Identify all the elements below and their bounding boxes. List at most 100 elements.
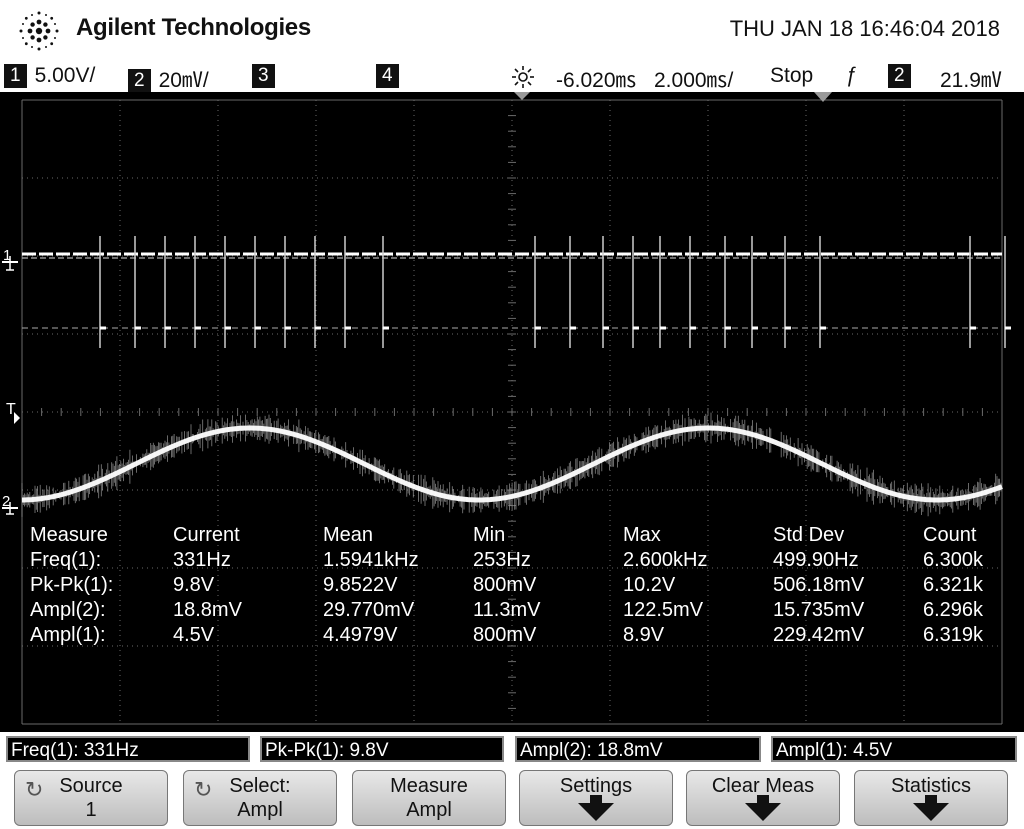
brand-name: Agilent Technologies (76, 14, 311, 41)
softkey-bar: ↻ Source 1 ↻ Select: Ampl Measure Ampl S… (0, 766, 1024, 829)
count-value: 6.296k (923, 599, 984, 621)
horizontal-delay[interactable]: -6.020㎳ (556, 69, 637, 92)
trigger-position-marker-icon (814, 92, 832, 102)
channel-2-scale: 20㎷/ (158, 69, 209, 92)
submenu-arrow-icon (913, 803, 949, 821)
measure-softkey[interactable]: Measure Ampl (352, 770, 506, 826)
trigger-level[interactable]: 21.9㎷ (940, 69, 1002, 92)
measurement-readouts: Freq(1): 331Hz Pk-Pk(1): 9.8V Ampl(2): 1… (0, 732, 1024, 766)
clear-meas-softkey[interactable]: Clear Meas (686, 770, 840, 826)
readout-ampl-2[interactable]: Ampl(2): 18.8mV (515, 736, 761, 762)
stddev-value: 506.18mV (773, 574, 865, 596)
waveform-display[interactable]: 1 T 2 Measure Current Mean Min Max Std D… (0, 92, 1024, 732)
delay-marker-icon (514, 92, 530, 100)
measure-value: Ampl (406, 799, 452, 821)
max-value: 2.600kHz (623, 549, 708, 571)
header-bar: Agilent Technologies THU JAN 18 16:46:04… (0, 0, 1024, 62)
measure-name: Freq(1): (30, 549, 102, 571)
clear-meas-label: Clear Meas (711, 775, 815, 797)
channel-1-badge: 1 (4, 64, 27, 88)
col-stddev-header: Std Dev (773, 524, 845, 546)
graticule (21, 99, 1003, 725)
col-count-header: Count (923, 524, 977, 546)
run-state[interactable]: Stop (770, 64, 814, 87)
measurement-header-row: Measure Current Mean Min Max Std Dev Cou… (0, 524, 1024, 548)
source-value: 1 (85, 799, 97, 821)
delay-sun-icon (510, 65, 536, 95)
measure-label: Measure (390, 775, 468, 797)
waveform-canvas: 1 T 2 (2, 92, 1011, 725)
count-value: 6.300k (923, 549, 984, 571)
current-value: 331Hz (173, 549, 231, 571)
measure-name: Ampl(2): (30, 599, 106, 621)
submenu-arrow-icon (745, 803, 781, 821)
table-row: Pk-Pk(1): 9.8V 9.8522V 800mV 10.2V 506.1… (0, 574, 1024, 598)
channel-1-trace (22, 236, 1011, 348)
trigger-source[interactable]: 2 (888, 64, 919, 88)
current-value: 4.5V (173, 624, 215, 646)
channel-2-ground-marker[interactable]: 2 (2, 493, 18, 515)
channel-1-ground-marker[interactable]: 1 (2, 247, 18, 271)
current-value: 18.8mV (173, 599, 242, 621)
readout-pkpk-1[interactable]: Pk-Pk(1): 9.8V (260, 736, 504, 762)
channel-1-scale: 5.00V/ (34, 64, 96, 87)
max-value: 10.2V (623, 574, 676, 596)
channel-4-status[interactable]: 4 (376, 64, 407, 88)
source-label: Source (59, 775, 123, 797)
count-value: 6.321k (923, 574, 984, 596)
settings-softkey[interactable]: Settings (519, 770, 673, 826)
measure-name: Pk-Pk(1): (30, 574, 114, 596)
status-line: 1 5.00V/ 2 20㎷/ 3 4 -6.020㎳ 2.000㎳/ Stop ƒ… (0, 62, 1024, 95)
mean-value: 1.5941kHz (323, 549, 419, 571)
min-value: 800mV (473, 574, 537, 596)
stddev-value: 229.42mV (773, 624, 865, 646)
statistics-softkey[interactable]: Statistics (854, 770, 1008, 826)
channel-2-marker-label: 2 (2, 493, 10, 510)
current-value: 9.8V (173, 574, 215, 596)
count-value: 6.319k (923, 624, 984, 646)
max-value: 8.9V (623, 624, 665, 646)
max-value: 122.5mV (623, 599, 704, 621)
channel-4-badge: 4 (376, 64, 399, 88)
rotate-knob-icon: ↻ (25, 777, 44, 802)
channel-2-badge: 2 (128, 69, 151, 93)
col-measure-header: Measure (30, 524, 108, 546)
table-row: Ampl(2): 18.8mV 29.770mV 11.3mV 122.5mV … (0, 599, 1024, 623)
table-row: Freq(1): 331Hz 1.5941kHz 253Hz 2.600kHz … (0, 549, 1024, 573)
channel-1-marker-label: 1 (3, 247, 11, 264)
timebase-scale[interactable]: 2.000㎳/ (654, 69, 734, 92)
mean-value: 4.4979V (323, 624, 398, 646)
select-label: Select: (229, 775, 291, 797)
select-softkey[interactable]: ↻ Select: Ampl (183, 770, 337, 826)
channel-2-status[interactable]: 2 20㎷/ (128, 64, 209, 94)
col-max-header: Max (623, 524, 661, 546)
trigger-level-marker[interactable]: T (6, 401, 20, 424)
readout-freq-1[interactable]: Freq(1): 331Hz (6, 736, 250, 762)
submenu-arrow-icon (578, 803, 614, 821)
channel-1-status[interactable]: 1 5.00V/ (4, 64, 95, 88)
settings-label: Settings (559, 775, 633, 797)
mean-value: 9.8522V (323, 574, 398, 596)
source-softkey[interactable]: ↻ Source 1 (14, 770, 168, 826)
min-value: 800mV (473, 624, 537, 646)
readout-ampl-1[interactable]: Ampl(1): 4.5V (771, 736, 1017, 762)
select-value: Ampl (237, 799, 283, 821)
date-time: THU JAN 18 16:46:04 2018 (729, 16, 1000, 41)
rotate-knob-icon: ↻ (194, 777, 213, 802)
channel-3-badge: 3 (252, 64, 275, 88)
agilent-spark-icon (19, 11, 59, 51)
mean-value: 29.770mV (323, 599, 415, 621)
measure-name: Ampl(1): (30, 624, 106, 646)
stddev-value: 499.90Hz (773, 549, 859, 571)
min-value: 11.3mV (473, 599, 541, 621)
statistics-label: Statistics (890, 775, 972, 797)
channel-3-status[interactable]: 3 (252, 64, 283, 88)
stddev-value: 15.735mV (773, 599, 865, 621)
table-row: Ampl(1): 4.5V 4.4979V 800mV 8.9V 229.42m… (0, 624, 1024, 648)
trigger-source-badge: 2 (888, 64, 911, 88)
col-mean-header: Mean (323, 524, 374, 546)
trigger-marker-label: T (6, 401, 16, 418)
col-current-header: Current (173, 524, 240, 546)
min-value: 253Hz (473, 549, 531, 571)
channel-2-trace (21, 412, 1003, 517)
